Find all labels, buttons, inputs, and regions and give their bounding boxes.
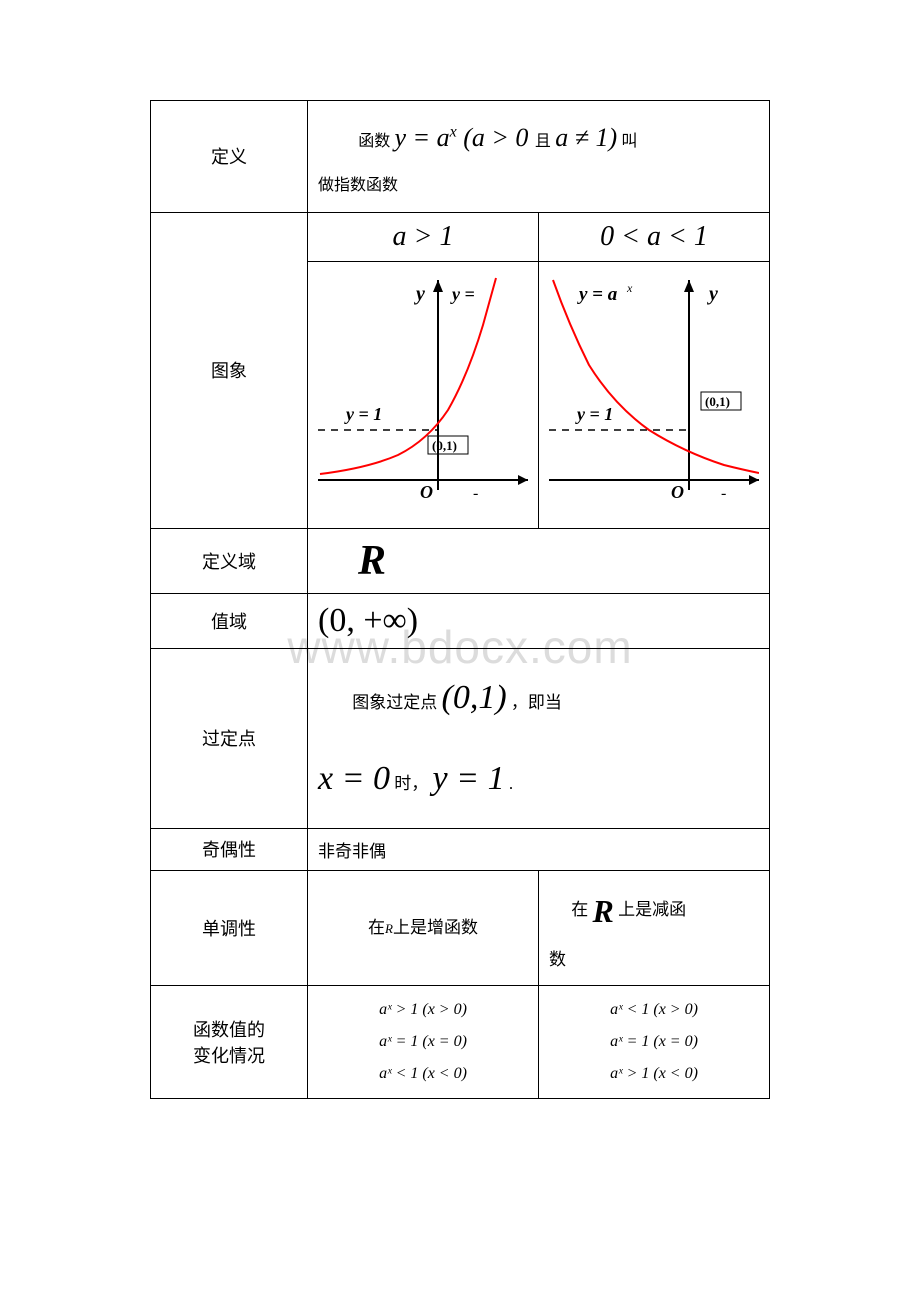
cell-mono-inc: 在R上是增函数: [308, 870, 539, 985]
vc-r1: aˣ < 1 (x > 0): [549, 994, 759, 1026]
def-suffix: 叫: [621, 133, 637, 150]
row-monotonicity: 单调性 在R上是增函数 在 R 上是减函 数: [151, 870, 770, 985]
label-definition: 定义: [151, 101, 308, 213]
mono-r-pre: 在: [571, 900, 588, 919]
mono-l-suf: 上是增函数: [393, 918, 478, 937]
row-value-change: 函数值的 变化情况 aˣ > 1 (x > 0) aˣ = 1 (x = 0) …: [151, 985, 770, 1098]
vc-l2: aˣ = 1 (x = 0): [318, 1026, 528, 1058]
label-domain: 定义域: [151, 528, 308, 593]
lbl-dash-inc: -: [473, 485, 478, 502]
def-prefix: 函数: [358, 133, 390, 150]
mono-r-R: R: [593, 893, 614, 929]
fp-l2b: 时，: [394, 774, 428, 793]
cell-definition: 函数 y = ax (a > 0 且 a ≠ 1) 叫 做指数函数: [308, 101, 770, 213]
graph-decreasing: y = a x y y = 1 (0,1) O -: [539, 261, 770, 528]
lbl-O-inc: O: [420, 482, 433, 502]
label-value-change: 函数值的 变化情况: [151, 985, 308, 1098]
lbl-y-dec: y: [707, 283, 718, 305]
row-range: 值域 (0, +∞): [151, 593, 770, 648]
vc-l1: aˣ > 1 (x > 0): [318, 994, 528, 1026]
def-main: y = a: [395, 123, 450, 152]
label-graph: 图象: [151, 212, 308, 528]
def-conj: 且: [535, 133, 551, 150]
row-domain: 定义域 R: [151, 528, 770, 593]
cell-valchg-right: aˣ < 1 (x > 0) aˣ = 1 (x = 0) aˣ > 1 (x …: [539, 985, 770, 1098]
row-condition-header: 图象 a > 1 0 < a < 1: [151, 212, 770, 261]
page-container: www.bdocx.com 定义 函数 y = ax (a > 0 且 a ≠ …: [100, 100, 820, 1099]
def-exp: x: [450, 123, 457, 140]
row-definition: 定义 函数 y = ax (a > 0 且 a ≠ 1) 叫 做指数函数: [151, 101, 770, 213]
cell-parity: 非奇非偶: [308, 828, 770, 870]
fp-pt: (0,1): [442, 679, 507, 716]
def-cond2: a ≠ 1): [555, 123, 617, 152]
cell-fixed-point: 图象过定点 (0,1) ，即当 x = 0 时， y = 1 .: [308, 648, 770, 828]
lbl-01-dec: (0,1): [705, 394, 730, 409]
lbl-dash-dec: -: [721, 485, 726, 502]
fp-t2: ，即当: [511, 693, 562, 712]
lbl-yax-exp-dec: x: [626, 281, 633, 295]
label-monotonicity: 单调性: [151, 870, 308, 985]
lbl-01-inc: (0,1): [432, 438, 457, 453]
domain-value: R: [318, 538, 386, 584]
row-parity: 奇偶性 非奇非偶: [151, 828, 770, 870]
row-fixed-point: 过定点 图象过定点 (0,1) ，即当 x = 0 时， y = 1 .: [151, 648, 770, 828]
cell-valchg-left: aˣ > 1 (x > 0) aˣ = 1 (x = 0) aˣ < 1 (x …: [308, 985, 539, 1098]
lbl-y1-inc: y = 1: [344, 404, 382, 424]
mono-r-suf: 上是减函: [618, 900, 686, 919]
def-cond1: (a > 0: [463, 123, 528, 152]
cell-range: (0, +∞): [308, 593, 770, 648]
fp-t1: 图象过定点: [352, 693, 437, 712]
lbl-y1-dec: y = 1: [575, 404, 613, 424]
mono-l-pre: 在: [368, 918, 385, 937]
label-parity: 奇偶性: [151, 828, 308, 870]
lbl-yeq-inc: y =: [450, 284, 475, 304]
label-range: 值域: [151, 593, 308, 648]
mono-l-R: R: [385, 921, 393, 936]
cond-a-gt-1: a > 1: [308, 212, 539, 261]
fp-l2c: y = 1: [433, 760, 505, 797]
cell-domain: R: [308, 528, 770, 593]
lbl-y-inc: y: [414, 283, 425, 305]
def-line2: 做指数函数: [318, 177, 398, 194]
vc-l3: aˣ < 1 (x < 0): [318, 1058, 528, 1090]
cell-mono-dec: 在 R 上是减函 数: [539, 870, 770, 985]
vc-r3: aˣ > 1 (x < 0): [549, 1058, 759, 1090]
exp-function-table: 定义 函数 y = ax (a > 0 且 a ≠ 1) 叫 做指数函数 图象 …: [150, 100, 770, 1099]
vc-r2: aˣ = 1 (x = 0): [549, 1026, 759, 1058]
graph-dec-svg: y = a x y y = 1 (0,1) O -: [549, 270, 759, 520]
lbl-O-dec: O: [671, 482, 684, 502]
def-formula: y = ax (a > 0: [395, 123, 535, 152]
cond-0-lt-a-lt-1: 0 < a < 1: [539, 212, 770, 261]
graph-increasing: y y = y = 1 (0,1) O -: [308, 261, 539, 528]
lbl-yax-dec: y = a: [577, 284, 618, 305]
fp-l2a: x = 0: [318, 760, 390, 797]
graph-inc-svg: y y = y = 1 (0,1) O -: [318, 270, 528, 520]
fp-l2d: .: [509, 774, 513, 793]
label-fixed-point: 过定点: [151, 648, 308, 828]
